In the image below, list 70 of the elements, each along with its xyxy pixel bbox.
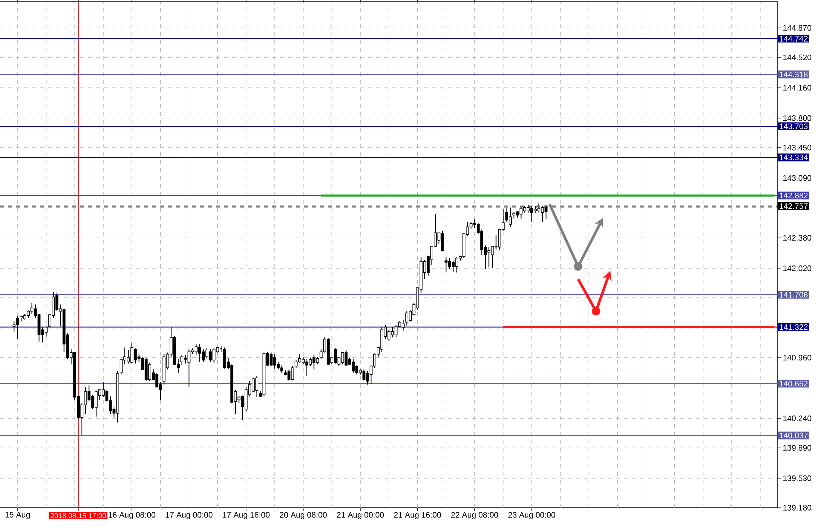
candlestick — [362, 369, 366, 382]
candlestick — [134, 348, 138, 364]
candlestick — [394, 324, 398, 338]
ref-line-label: 142.882 — [780, 192, 808, 199]
candlestick — [456, 257, 458, 274]
candlestick — [452, 260, 455, 272]
candlestick — [344, 350, 348, 367]
ref-line-label: 144.742 — [780, 36, 808, 42]
x-tick-label: 21 Aug 16:00 — [394, 512, 442, 520]
y-tick-label: 142.020 — [784, 266, 812, 272]
candlestick — [391, 327, 394, 338]
ref-line-label: 141.706 — [780, 292, 808, 298]
y-tick-label: 143.090 — [784, 175, 812, 182]
candlestick — [30, 302, 34, 314]
y-tick-label: 144.870 — [784, 25, 812, 31]
candlestick — [206, 348, 209, 360]
candlestick — [288, 369, 291, 382]
candlestick — [334, 348, 338, 364]
ref-line-label: 142.757 — [780, 204, 808, 210]
x-tick-label: 20 Aug 08:00 — [280, 512, 327, 520]
candlestick — [102, 382, 105, 398]
ref-line-label: 143.334 — [780, 154, 808, 161]
x-tick-label: 21 Aug 00:00 — [337, 512, 384, 520]
x-tick-label: 15 Aug — [6, 512, 30, 520]
ref-line-label: 141.322 — [780, 324, 808, 330]
y-tick-label: 144.160 — [784, 85, 812, 91]
candlestick — [156, 372, 159, 388]
x-tick-label: 23 Aug 00:00 — [508, 512, 556, 520]
ref-line-label: 140.652 — [780, 381, 808, 387]
candlestick — [148, 362, 152, 382]
candlestick — [223, 347, 226, 370]
y-tick-label: 140.960 — [784, 355, 812, 361]
candlestick — [212, 348, 216, 364]
y-tick-label: 142.380 — [784, 235, 812, 241]
candlestick — [130, 342, 134, 364]
y-tick-label: 144.520 — [784, 54, 812, 60]
x-tick-label: 16 Aug 08:00 — [108, 512, 156, 520]
y-tick-label: 143.800 — [784, 116, 812, 122]
candlestick — [94, 390, 98, 418]
candlestick — [341, 352, 344, 366]
ref-line-label: 144.318 — [780, 72, 808, 78]
candlestick — [270, 352, 273, 367]
y-tick-label: 143.450 — [784, 145, 812, 151]
candlestick — [441, 230, 444, 252]
candlestick — [352, 359, 355, 374]
candlestick — [491, 246, 494, 269]
candlestick — [306, 359, 309, 377]
y-tick-label: 140.240 — [784, 416, 812, 422]
candlestick — [144, 357, 148, 382]
ref-line-label: 140.037 — [780, 432, 808, 439]
y-tick-label: 139.530 — [784, 476, 812, 482]
candlestick — [448, 258, 452, 270]
candlestick — [16, 316, 20, 340]
ref-line-label: 143.703 — [780, 124, 808, 130]
candlestick — [209, 349, 212, 362]
candlestick — [127, 350, 130, 364]
y-tick-label: 139.890 — [784, 445, 812, 451]
y-tick-label: 139.180 — [784, 505, 812, 511]
candlestick — [488, 247, 491, 268]
x-tick-label: 17 Aug 16:00 — [223, 512, 270, 520]
x-tick-label: 17 Aug 00:00 — [166, 512, 213, 520]
candlestick — [198, 344, 202, 362]
candlestick — [273, 354, 276, 370]
x-tick-label: 22 Aug 08:00 — [451, 512, 498, 520]
candlestick — [188, 349, 191, 388]
candlestick — [312, 354, 316, 370]
candlestick — [509, 207, 512, 228]
candlestick — [256, 376, 259, 398]
candlestick — [91, 394, 94, 410]
candlestick — [444, 257, 448, 272]
